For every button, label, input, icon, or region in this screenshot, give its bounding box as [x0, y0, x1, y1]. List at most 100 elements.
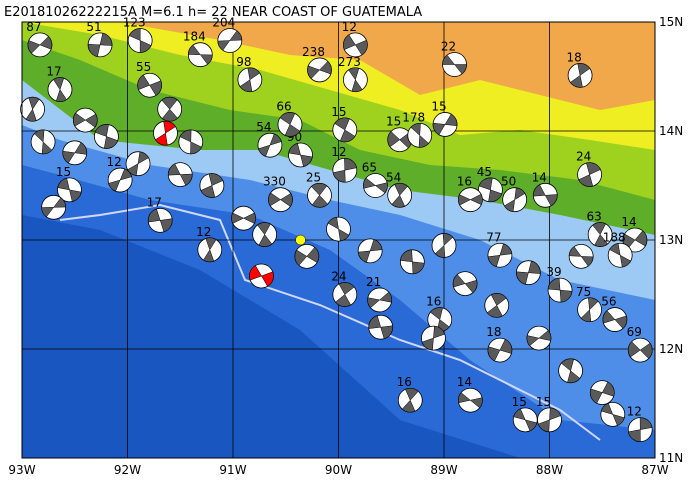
compression-quadrant [578, 162, 601, 187]
beachball [407, 122, 433, 148]
compression-quadrant [367, 291, 392, 309]
depth-label: 204 [212, 16, 235, 30]
compression-quadrant [368, 315, 393, 340]
beachball [427, 307, 453, 332]
compression-quadrant [458, 392, 483, 409]
compression-quadrant [391, 183, 408, 208]
beachball [627, 417, 653, 443]
beachball [27, 32, 53, 58]
compression-quadrant [161, 96, 178, 122]
depth-label: 18 [566, 50, 581, 64]
compression-quadrant [311, 183, 328, 208]
compression-quadrant [53, 77, 67, 102]
depth-label: 69 [627, 325, 642, 339]
depth-label: 54 [386, 170, 401, 184]
compression-quadrant [410, 123, 430, 148]
compression-quadrant [239, 67, 261, 93]
beachball [568, 243, 594, 269]
beachball [187, 42, 213, 68]
compression-quadrant [590, 381, 615, 404]
compression-quadrant [401, 387, 419, 413]
beachball [326, 216, 351, 242]
depth-label: 15 [56, 165, 71, 179]
beachball [252, 222, 278, 247]
compression-quadrant [257, 222, 273, 247]
depth-label: 273 [338, 55, 361, 69]
compression-quadrant [62, 142, 87, 164]
beachball [307, 57, 332, 83]
depth-label: 77 [486, 230, 501, 244]
depth-label: 14 [457, 375, 472, 389]
compression-quadrant [188, 44, 213, 65]
beachball [397, 387, 423, 413]
beachball [627, 337, 653, 363]
compression-quadrant [34, 129, 53, 155]
lat-label: 11N [659, 451, 683, 465]
beachball [558, 358, 583, 384]
compression-quadrant [332, 157, 357, 183]
depth-label: 24 [331, 270, 346, 284]
beachball [30, 129, 56, 155]
depth-label: 15 [431, 99, 446, 113]
compression-quadrant [487, 339, 513, 362]
beachball [526, 325, 552, 351]
compression-quadrant [27, 36, 53, 54]
compression-quadrant [568, 246, 594, 267]
compression-quadrant [203, 237, 217, 262]
depth-label: 15 [386, 115, 401, 129]
beachball [197, 237, 223, 263]
beachball [307, 182, 332, 208]
beachball [502, 187, 528, 213]
beachball [125, 151, 151, 177]
beachball [199, 173, 225, 198]
beachball [607, 242, 633, 268]
beachball [457, 387, 483, 413]
depth-label: 15 [331, 105, 346, 119]
compression-quadrant [363, 177, 388, 194]
compression-quadrant [504, 187, 526, 212]
depth-label: 39 [546, 265, 561, 279]
beachball [257, 132, 283, 158]
compression-quadrant [560, 358, 581, 384]
compression-quadrant [432, 113, 458, 136]
compression-quadrant [442, 54, 467, 75]
compression-quadrant [335, 282, 355, 307]
beachball [147, 207, 173, 233]
lon-label: 89W [430, 463, 457, 477]
beachball [137, 72, 163, 98]
depth-label: 17 [147, 195, 162, 209]
beachball [367, 287, 393, 313]
beachball [94, 124, 119, 149]
beachball [478, 177, 503, 203]
beachball [62, 140, 88, 166]
beachball [332, 117, 358, 143]
depth-label: 188 [603, 230, 626, 244]
depth-label: 65 [362, 161, 377, 175]
compression-quadrant [155, 120, 176, 146]
depth-label: 330 [263, 175, 286, 189]
beachball [153, 120, 178, 146]
compression-quadrant [343, 34, 368, 56]
depth-label: 178 [402, 110, 425, 124]
beachball [516, 260, 541, 286]
mountains [120, 22, 655, 110]
compression-quadrant [334, 117, 356, 143]
compression-quadrant [537, 407, 562, 433]
beachball [577, 162, 602, 188]
beachball [537, 407, 562, 433]
compression-quadrant [127, 151, 149, 176]
compression-quadrant [73, 112, 98, 128]
depth-label: 14 [532, 170, 547, 184]
depth-label: 16 [397, 375, 412, 389]
compression-quadrant [327, 216, 350, 242]
beachball [332, 157, 358, 183]
compression-quadrant [128, 28, 152, 53]
compression-quadrant [569, 63, 591, 88]
beachball [167, 162, 193, 188]
compression-quadrant [458, 193, 483, 206]
depth-label: 12 [627, 405, 642, 419]
compression-quadrant [249, 265, 274, 287]
beachball [157, 96, 183, 122]
